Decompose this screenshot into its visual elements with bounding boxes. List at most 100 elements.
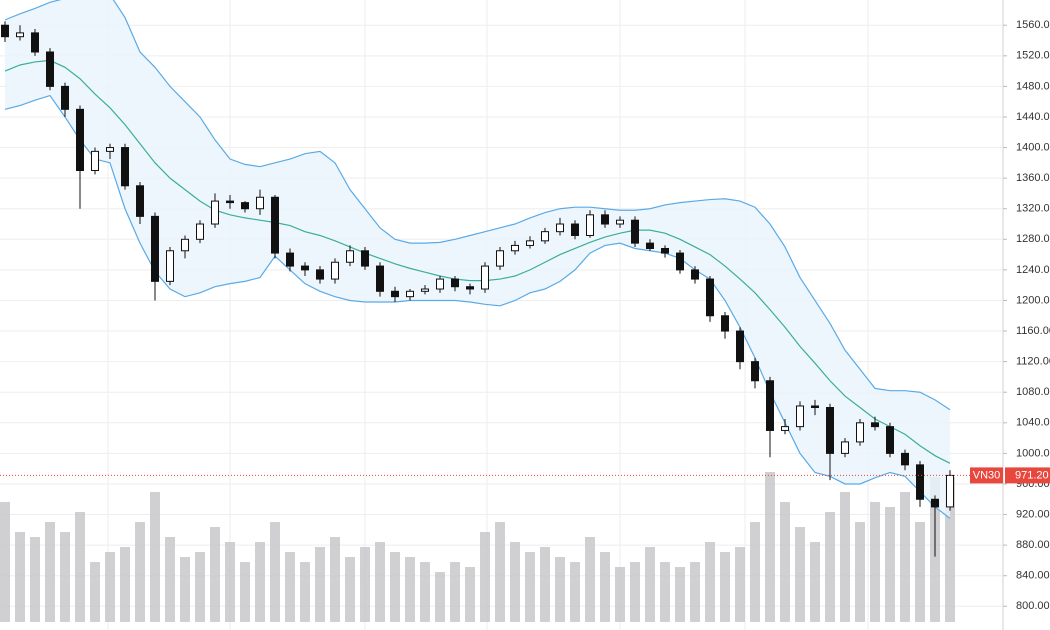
volume-bar bbox=[765, 472, 775, 622]
y-tick-label: 920.00 bbox=[1016, 508, 1050, 520]
candle-body bbox=[76, 108, 84, 171]
candle-body bbox=[346, 250, 354, 263]
candle-body bbox=[91, 150, 99, 171]
candle-body bbox=[841, 441, 849, 454]
volume-bar bbox=[540, 547, 550, 622]
candle-body bbox=[721, 315, 729, 332]
volume-bar bbox=[300, 562, 310, 622]
candle-body bbox=[451, 278, 459, 288]
candle-body bbox=[271, 196, 279, 254]
candle-body bbox=[286, 252, 294, 267]
y-tick-label: 1000.00 bbox=[1016, 447, 1050, 459]
volume-bar bbox=[255, 542, 265, 622]
volume-bar bbox=[105, 552, 115, 622]
y-tick-label: 1200.00 bbox=[1016, 294, 1050, 306]
candle-body bbox=[871, 422, 879, 428]
candle-body bbox=[691, 269, 699, 280]
candle-body bbox=[166, 250, 174, 282]
volume-bar bbox=[315, 547, 325, 622]
symbol-tag bbox=[970, 467, 1003, 484]
volume-bar bbox=[495, 522, 505, 622]
volume-bar bbox=[525, 552, 535, 622]
y-tick-label: 1440.00 bbox=[1016, 111, 1050, 123]
volume-bar bbox=[660, 562, 670, 622]
y-tick-label: 1280.00 bbox=[1016, 233, 1050, 245]
candle-body bbox=[1, 24, 9, 38]
candle-body bbox=[376, 265, 384, 292]
price-tag bbox=[1005, 467, 1050, 484]
candle-body bbox=[811, 405, 819, 409]
volume-bar bbox=[120, 547, 130, 622]
volume-bar bbox=[825, 512, 835, 622]
symbol-label: VN30 bbox=[973, 469, 1001, 481]
candle-body bbox=[241, 202, 249, 210]
candle-body bbox=[436, 278, 444, 290]
volume-bar bbox=[900, 492, 910, 622]
y-tick-label: 1520.00 bbox=[1016, 50, 1050, 62]
band-middle bbox=[4, 59, 951, 464]
volume-bar bbox=[945, 477, 955, 622]
candle-body bbox=[226, 200, 234, 204]
volume-bar bbox=[0, 502, 10, 622]
candle-body bbox=[616, 219, 624, 225]
candle-body bbox=[916, 464, 924, 500]
volume-bar bbox=[165, 537, 175, 622]
candle-body bbox=[466, 286, 474, 290]
volume-bar bbox=[135, 522, 145, 622]
candle-body bbox=[106, 147, 114, 152]
volume-bar bbox=[675, 567, 685, 622]
candle-body bbox=[211, 200, 219, 225]
volume-bar bbox=[225, 542, 235, 622]
volume-bar bbox=[840, 492, 850, 622]
band-fill bbox=[5, 0, 950, 519]
y-tick-label: 1120.00 bbox=[1016, 356, 1050, 368]
volume-bar bbox=[555, 557, 565, 622]
candle-body bbox=[421, 288, 429, 292]
candle-body bbox=[301, 265, 309, 271]
volume-bar bbox=[180, 557, 190, 622]
volume-bar bbox=[465, 567, 475, 622]
candle-body bbox=[16, 32, 24, 38]
volume-bar bbox=[600, 552, 610, 622]
candle-body bbox=[766, 380, 774, 431]
volume-bar bbox=[420, 562, 430, 622]
volume-bar bbox=[195, 552, 205, 622]
candle-body bbox=[61, 85, 69, 110]
volume-bar bbox=[405, 557, 415, 622]
volume-bar bbox=[435, 572, 445, 622]
volume-bar bbox=[645, 547, 655, 622]
candle-body bbox=[406, 290, 414, 298]
candle-body bbox=[46, 51, 54, 87]
volume-bar bbox=[150, 492, 160, 622]
candle-body bbox=[541, 231, 549, 242]
candle-body bbox=[556, 223, 564, 233]
candle-body bbox=[601, 214, 609, 225]
candle-body bbox=[826, 407, 834, 454]
volume-bar bbox=[360, 547, 370, 622]
volume-bar bbox=[915, 522, 925, 622]
volume-bar bbox=[345, 557, 355, 622]
candle-body bbox=[316, 269, 324, 280]
volume-bar bbox=[885, 507, 895, 622]
volume-bar bbox=[285, 552, 295, 622]
candle-body bbox=[121, 147, 129, 187]
candle-body bbox=[136, 185, 144, 217]
candle-body bbox=[736, 330, 744, 363]
volume-bar bbox=[780, 502, 790, 622]
volume-bar bbox=[240, 562, 250, 622]
y-tick-label: 1400.00 bbox=[1016, 141, 1050, 153]
candle-body bbox=[856, 422, 864, 443]
volume-bar bbox=[30, 537, 40, 622]
y-tick-label: 1320.00 bbox=[1016, 203, 1050, 215]
volume-bar bbox=[855, 522, 865, 622]
candle-body bbox=[481, 265, 489, 290]
candle-body bbox=[931, 498, 939, 508]
candle-body bbox=[781, 426, 789, 431]
volume-bar bbox=[870, 502, 880, 622]
volume-bar bbox=[90, 562, 100, 622]
candle-body bbox=[586, 214, 594, 236]
volume-bar bbox=[705, 542, 715, 622]
volume-bar bbox=[75, 512, 85, 622]
y-tick-label: 1160.00 bbox=[1016, 325, 1050, 337]
y-tick-label: 1080.00 bbox=[1016, 386, 1050, 398]
